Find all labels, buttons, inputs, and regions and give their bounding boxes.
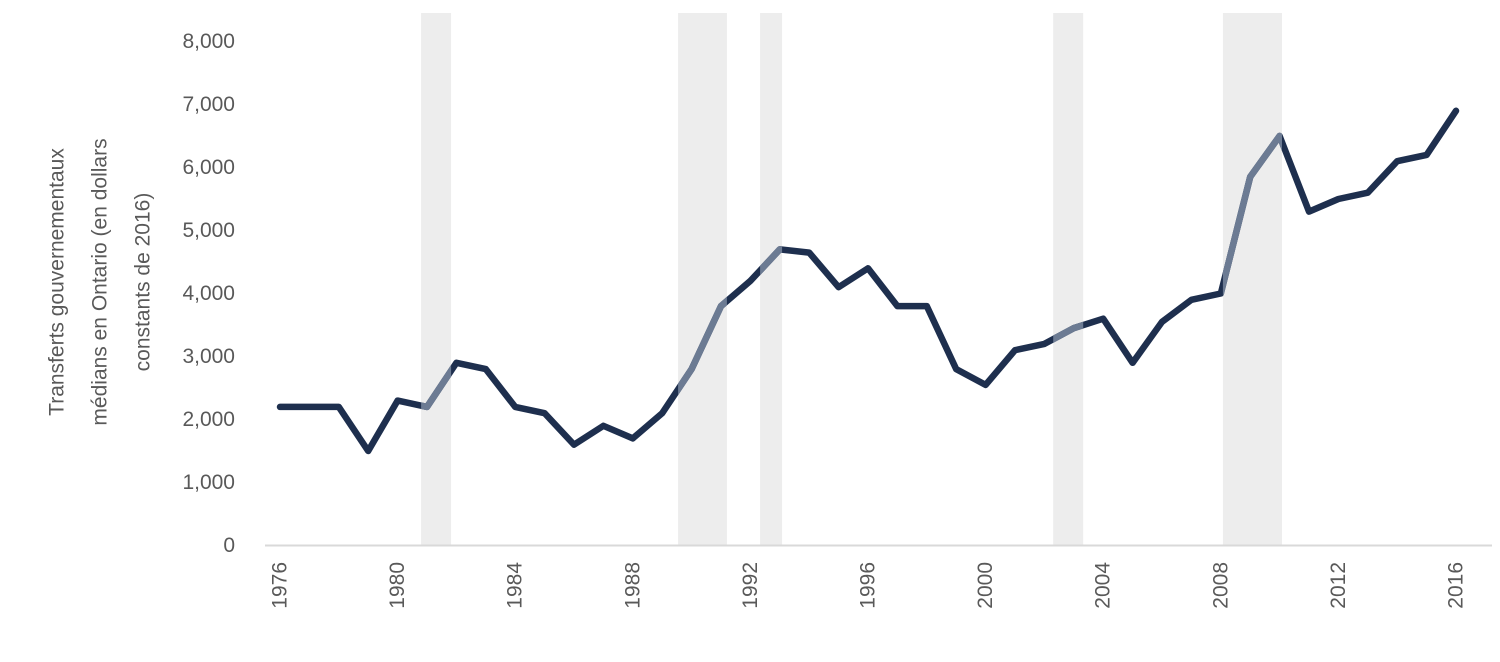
x-tick-label: 1980 <box>386 562 409 609</box>
y-tick-label: 6,000 <box>182 156 235 179</box>
x-tick-label: 1992 <box>739 562 762 609</box>
y-tick-label: 5,000 <box>182 219 235 242</box>
y-tick-label: 7,000 <box>182 93 235 116</box>
y-tick-label: 8,000 <box>182 30 235 53</box>
y-tick-label: 3,000 <box>182 345 235 368</box>
y-axis-title-line: médians en Ontario (en dollars <box>89 138 112 425</box>
y-tick-label: 1,000 <box>182 471 235 494</box>
x-tick-label: 2000 <box>974 562 997 609</box>
x-tick-label: 1984 <box>504 562 527 609</box>
y-tick-label: 4,000 <box>182 282 235 305</box>
x-tick-label: 2004 <box>1092 562 1115 609</box>
x-tick-label: 1996 <box>857 562 880 609</box>
recession-band <box>1222 13 1282 545</box>
recession-band <box>678 13 727 545</box>
x-tick-label: 1988 <box>621 562 644 609</box>
recession-band <box>760 13 783 545</box>
y-axis-title-line: Transferts gouvernementaux <box>46 148 69 416</box>
y-axis-title-line: constants de 2016) <box>132 193 155 372</box>
x-tick-label: 1976 <box>269 562 292 609</box>
recession-band <box>1053 13 1084 545</box>
x-tick-label: 2008 <box>1209 562 1232 609</box>
x-tick-label: 2016 <box>1445 562 1468 609</box>
y-tick-label: 0 <box>223 534 235 557</box>
recession-band <box>421 13 452 545</box>
y-tick-label: 2,000 <box>182 408 235 431</box>
x-tick-label: 2012 <box>1327 562 1350 609</box>
